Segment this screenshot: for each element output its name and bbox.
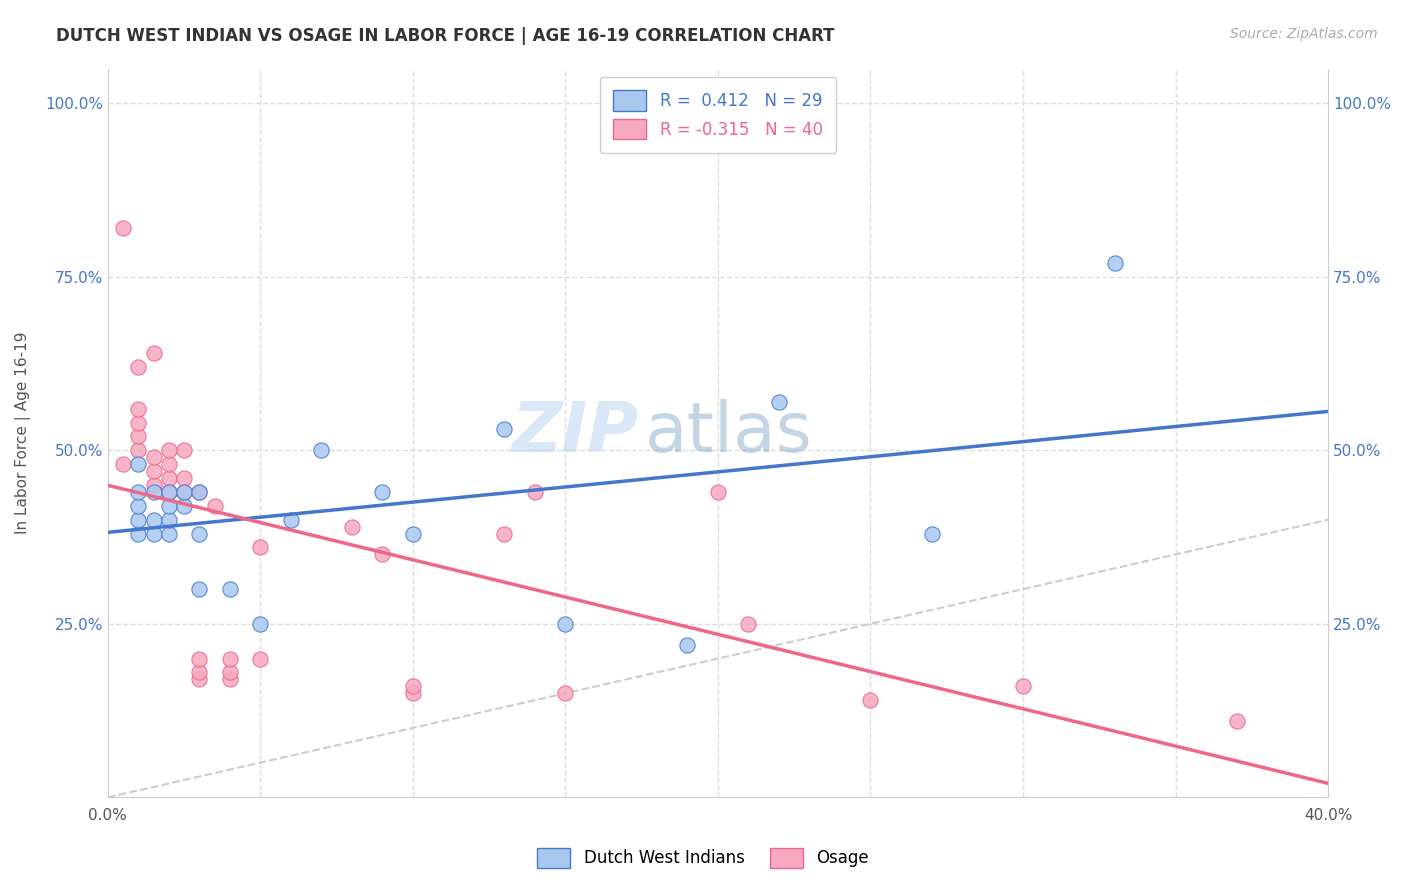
Point — [127, 485, 149, 500]
Point — [554, 686, 576, 700]
Point — [554, 616, 576, 631]
Text: DUTCH WEST INDIAN VS OSAGE IN LABOR FORCE | AGE 16-19 CORRELATION CHART: DUTCH WEST INDIAN VS OSAGE IN LABOR FORC… — [56, 27, 835, 45]
Point — [921, 526, 943, 541]
Point — [142, 485, 165, 500]
Point — [142, 464, 165, 478]
Point — [188, 485, 211, 500]
Point — [249, 541, 271, 555]
Point — [402, 686, 425, 700]
Point — [127, 513, 149, 527]
Point — [859, 693, 882, 707]
Point — [1012, 679, 1035, 693]
Point — [173, 499, 195, 513]
Legend: Dutch West Indians, Osage: Dutch West Indians, Osage — [530, 841, 876, 875]
Point — [188, 485, 211, 500]
Point — [523, 485, 546, 500]
Point — [188, 651, 211, 665]
Text: ZIP: ZIP — [512, 400, 638, 467]
Point — [249, 616, 271, 631]
Point — [157, 471, 180, 485]
Legend: R =  0.412   N = 29, R = -0.315   N = 40: R = 0.412 N = 29, R = -0.315 N = 40 — [600, 77, 837, 153]
Point — [173, 471, 195, 485]
Point — [157, 526, 180, 541]
Point — [127, 429, 149, 443]
Point — [402, 526, 425, 541]
Point — [127, 499, 149, 513]
Point — [249, 651, 271, 665]
Point — [127, 359, 149, 374]
Point — [157, 485, 180, 500]
Point — [157, 485, 180, 500]
Point — [371, 548, 394, 562]
Point — [142, 513, 165, 527]
Point — [173, 485, 195, 500]
Point — [768, 394, 790, 409]
Point — [494, 526, 516, 541]
Point — [142, 478, 165, 492]
Point — [218, 651, 240, 665]
Point — [311, 443, 333, 458]
Point — [340, 519, 363, 533]
Point — [188, 673, 211, 687]
Point — [127, 526, 149, 541]
Point — [218, 665, 240, 680]
Point — [218, 582, 240, 596]
Point — [188, 665, 211, 680]
Point — [111, 457, 134, 471]
Point — [204, 499, 226, 513]
Point — [402, 679, 425, 693]
Point — [127, 401, 149, 416]
Point — [707, 485, 730, 500]
Point — [127, 457, 149, 471]
Point — [371, 485, 394, 500]
Point — [218, 673, 240, 687]
Point — [1226, 714, 1249, 728]
Point — [188, 582, 211, 596]
Point — [157, 513, 180, 527]
Point — [157, 499, 180, 513]
Point — [173, 485, 195, 500]
Point — [111, 221, 134, 235]
Point — [676, 638, 699, 652]
Point — [142, 346, 165, 360]
Point — [737, 616, 759, 631]
Point — [127, 416, 149, 430]
Point — [157, 443, 180, 458]
Point — [494, 422, 516, 436]
Text: atlas: atlas — [645, 400, 813, 467]
Point — [188, 526, 211, 541]
Point — [142, 450, 165, 465]
Point — [280, 513, 302, 527]
Point — [157, 457, 180, 471]
Point — [127, 443, 149, 458]
Y-axis label: In Labor Force | Age 16-19: In Labor Force | Age 16-19 — [15, 332, 31, 534]
Point — [1104, 256, 1126, 270]
Point — [142, 526, 165, 541]
Point — [173, 443, 195, 458]
Text: Source: ZipAtlas.com: Source: ZipAtlas.com — [1230, 27, 1378, 41]
